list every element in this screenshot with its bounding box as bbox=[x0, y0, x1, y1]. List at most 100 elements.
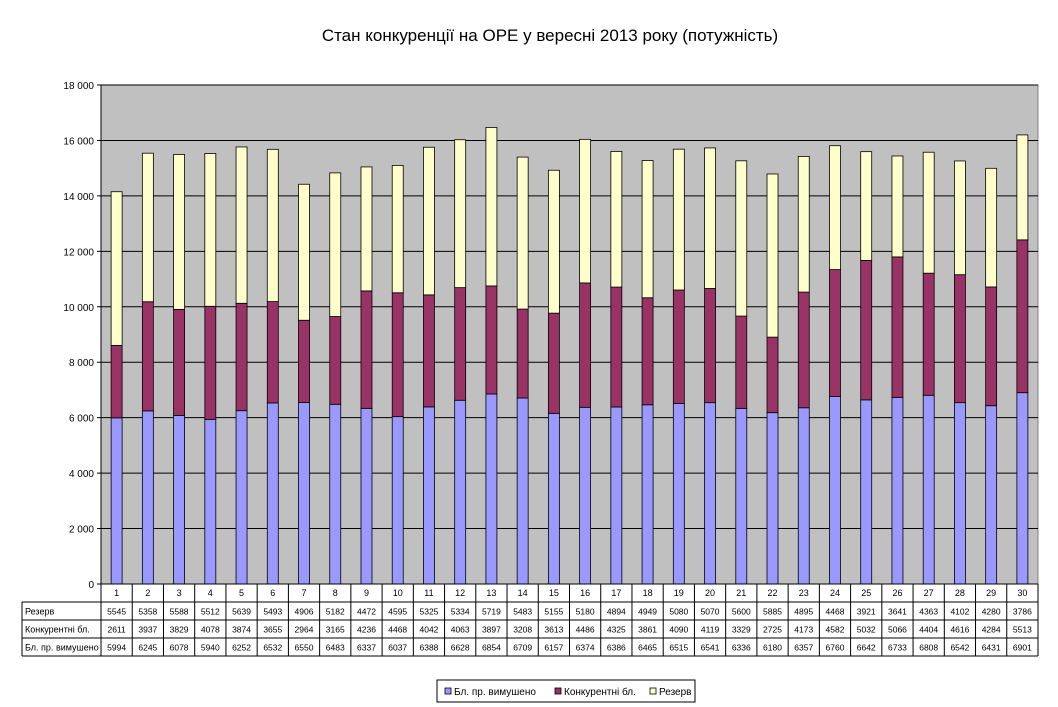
bar-segment-1 bbox=[579, 406, 592, 585]
table-row-label: Бл. пр. вимушено bbox=[25, 643, 99, 653]
bar-segment-1 bbox=[860, 399, 873, 585]
bar-segment-1 bbox=[298, 402, 310, 585]
data-label: 6901 bbox=[1013, 643, 1032, 653]
bar-segment-1 bbox=[922, 394, 935, 585]
category-label: 5 bbox=[239, 588, 244, 598]
bar-segment-3 bbox=[391, 164, 404, 294]
bar-segment-3 bbox=[1016, 134, 1029, 241]
data-label: 4949 bbox=[638, 607, 657, 617]
data-label: 5032 bbox=[857, 625, 876, 635]
y-tick-label: 10 000 bbox=[63, 303, 94, 314]
data-label: 5885 bbox=[763, 607, 782, 617]
y-tick-label: 12 000 bbox=[63, 247, 94, 258]
bar-segment-2 bbox=[891, 256, 904, 398]
data-label: 4236 bbox=[357, 625, 376, 635]
data-label: 4090 bbox=[669, 625, 688, 635]
data-label: 4363 bbox=[919, 607, 938, 617]
data-label: 5180 bbox=[576, 607, 595, 617]
data-label: 6760 bbox=[826, 643, 845, 653]
data-label: 6388 bbox=[419, 643, 438, 653]
bar-segment-1 bbox=[704, 402, 716, 585]
data-label: 3165 bbox=[326, 625, 345, 635]
table-row-label: Конкурентні бл. bbox=[25, 625, 90, 635]
data-label: 5325 bbox=[419, 607, 438, 617]
data-label: 2725 bbox=[763, 625, 782, 635]
data-label: 3786 bbox=[1013, 607, 1032, 617]
data-label: 5512 bbox=[201, 607, 220, 617]
y-tick-label: 2 000 bbox=[69, 525, 94, 536]
bar-segment-2 bbox=[298, 319, 310, 403]
bar-segment-2 bbox=[954, 274, 966, 404]
data-label: 4173 bbox=[794, 625, 813, 635]
data-label: 6386 bbox=[607, 643, 626, 653]
bar-segment-2 bbox=[922, 272, 935, 396]
category-label: 21 bbox=[736, 588, 746, 598]
data-label: 6628 bbox=[451, 643, 470, 653]
data-label: 4404 bbox=[919, 625, 938, 635]
data-label: 5066 bbox=[888, 625, 907, 635]
category-label: 1 bbox=[114, 588, 119, 598]
bar-segment-1 bbox=[641, 404, 654, 585]
data-label: 6733 bbox=[888, 643, 907, 653]
bar-segment-3 bbox=[766, 173, 779, 338]
data-label: 4042 bbox=[419, 625, 438, 635]
bar-segment-3 bbox=[672, 148, 685, 291]
data-label: 5994 bbox=[107, 643, 126, 653]
data-label: 6709 bbox=[513, 643, 532, 653]
bar-segment-3 bbox=[641, 160, 654, 299]
data-label: 5334 bbox=[451, 607, 470, 617]
bar-segment-3 bbox=[454, 139, 467, 289]
category-label: 30 bbox=[1017, 588, 1027, 598]
bar-segment-1 bbox=[391, 416, 404, 585]
category-label: 16 bbox=[580, 588, 590, 598]
data-label: 4063 bbox=[451, 625, 470, 635]
data-label: 6336 bbox=[732, 643, 751, 653]
data-label: 2611 bbox=[107, 625, 126, 635]
bar-segment-1 bbox=[454, 399, 467, 585]
bar-segment-3 bbox=[110, 191, 123, 346]
bar-segment-1 bbox=[954, 402, 966, 585]
y-tick-label: 16 000 bbox=[63, 136, 94, 147]
bar-segment-2 bbox=[579, 282, 592, 408]
data-label: 4616 bbox=[950, 625, 969, 635]
data-label: 5719 bbox=[482, 607, 501, 617]
category-label: 26 bbox=[892, 588, 902, 598]
data-label: 6550 bbox=[295, 643, 314, 653]
bar-segment-1 bbox=[110, 417, 123, 585]
table-row-label: Резерв bbox=[25, 607, 54, 617]
bar-segment-2 bbox=[797, 291, 810, 409]
y-tick-label: 6 000 bbox=[69, 414, 94, 425]
bar-segment-1 bbox=[235, 410, 248, 585]
bar-segment-2 bbox=[735, 315, 748, 409]
bar-segment-1 bbox=[766, 412, 779, 585]
data-label: 6642 bbox=[857, 643, 876, 653]
plot-area bbox=[100, 84, 1039, 585]
bar-segment-2 bbox=[173, 308, 185, 416]
data-label: 6483 bbox=[326, 643, 345, 653]
category-label: 28 bbox=[955, 588, 965, 598]
data-label: 3655 bbox=[263, 625, 282, 635]
bar-segment-1 bbox=[173, 415, 185, 585]
bar-segment-2 bbox=[110, 345, 123, 419]
category-label: 23 bbox=[799, 588, 809, 598]
data-label: 6252 bbox=[232, 643, 251, 653]
data-label: 5940 bbox=[201, 643, 220, 653]
legend-box bbox=[436, 679, 696, 703]
bar-segment-2 bbox=[485, 285, 498, 395]
data-label: 4486 bbox=[576, 625, 595, 635]
legend-swatch-3 bbox=[649, 687, 657, 695]
bar-segment-2 bbox=[266, 301, 279, 404]
data-label: 3329 bbox=[732, 625, 751, 635]
data-label: 3829 bbox=[170, 625, 189, 635]
data-label: 6542 bbox=[950, 643, 969, 653]
data-label: 3897 bbox=[482, 625, 501, 635]
category-label: 24 bbox=[830, 588, 840, 598]
bar-segment-3 bbox=[579, 138, 592, 284]
data-label: 6357 bbox=[794, 643, 813, 653]
bar-segment-2 bbox=[235, 302, 248, 412]
y-tick-label: 14 000 bbox=[63, 192, 94, 203]
bar-segment-2 bbox=[141, 301, 154, 412]
category-label: 7 bbox=[302, 588, 307, 598]
legend-label-1: Бл. пр. вимушено bbox=[454, 687, 536, 698]
data-label: 3921 bbox=[857, 607, 876, 617]
